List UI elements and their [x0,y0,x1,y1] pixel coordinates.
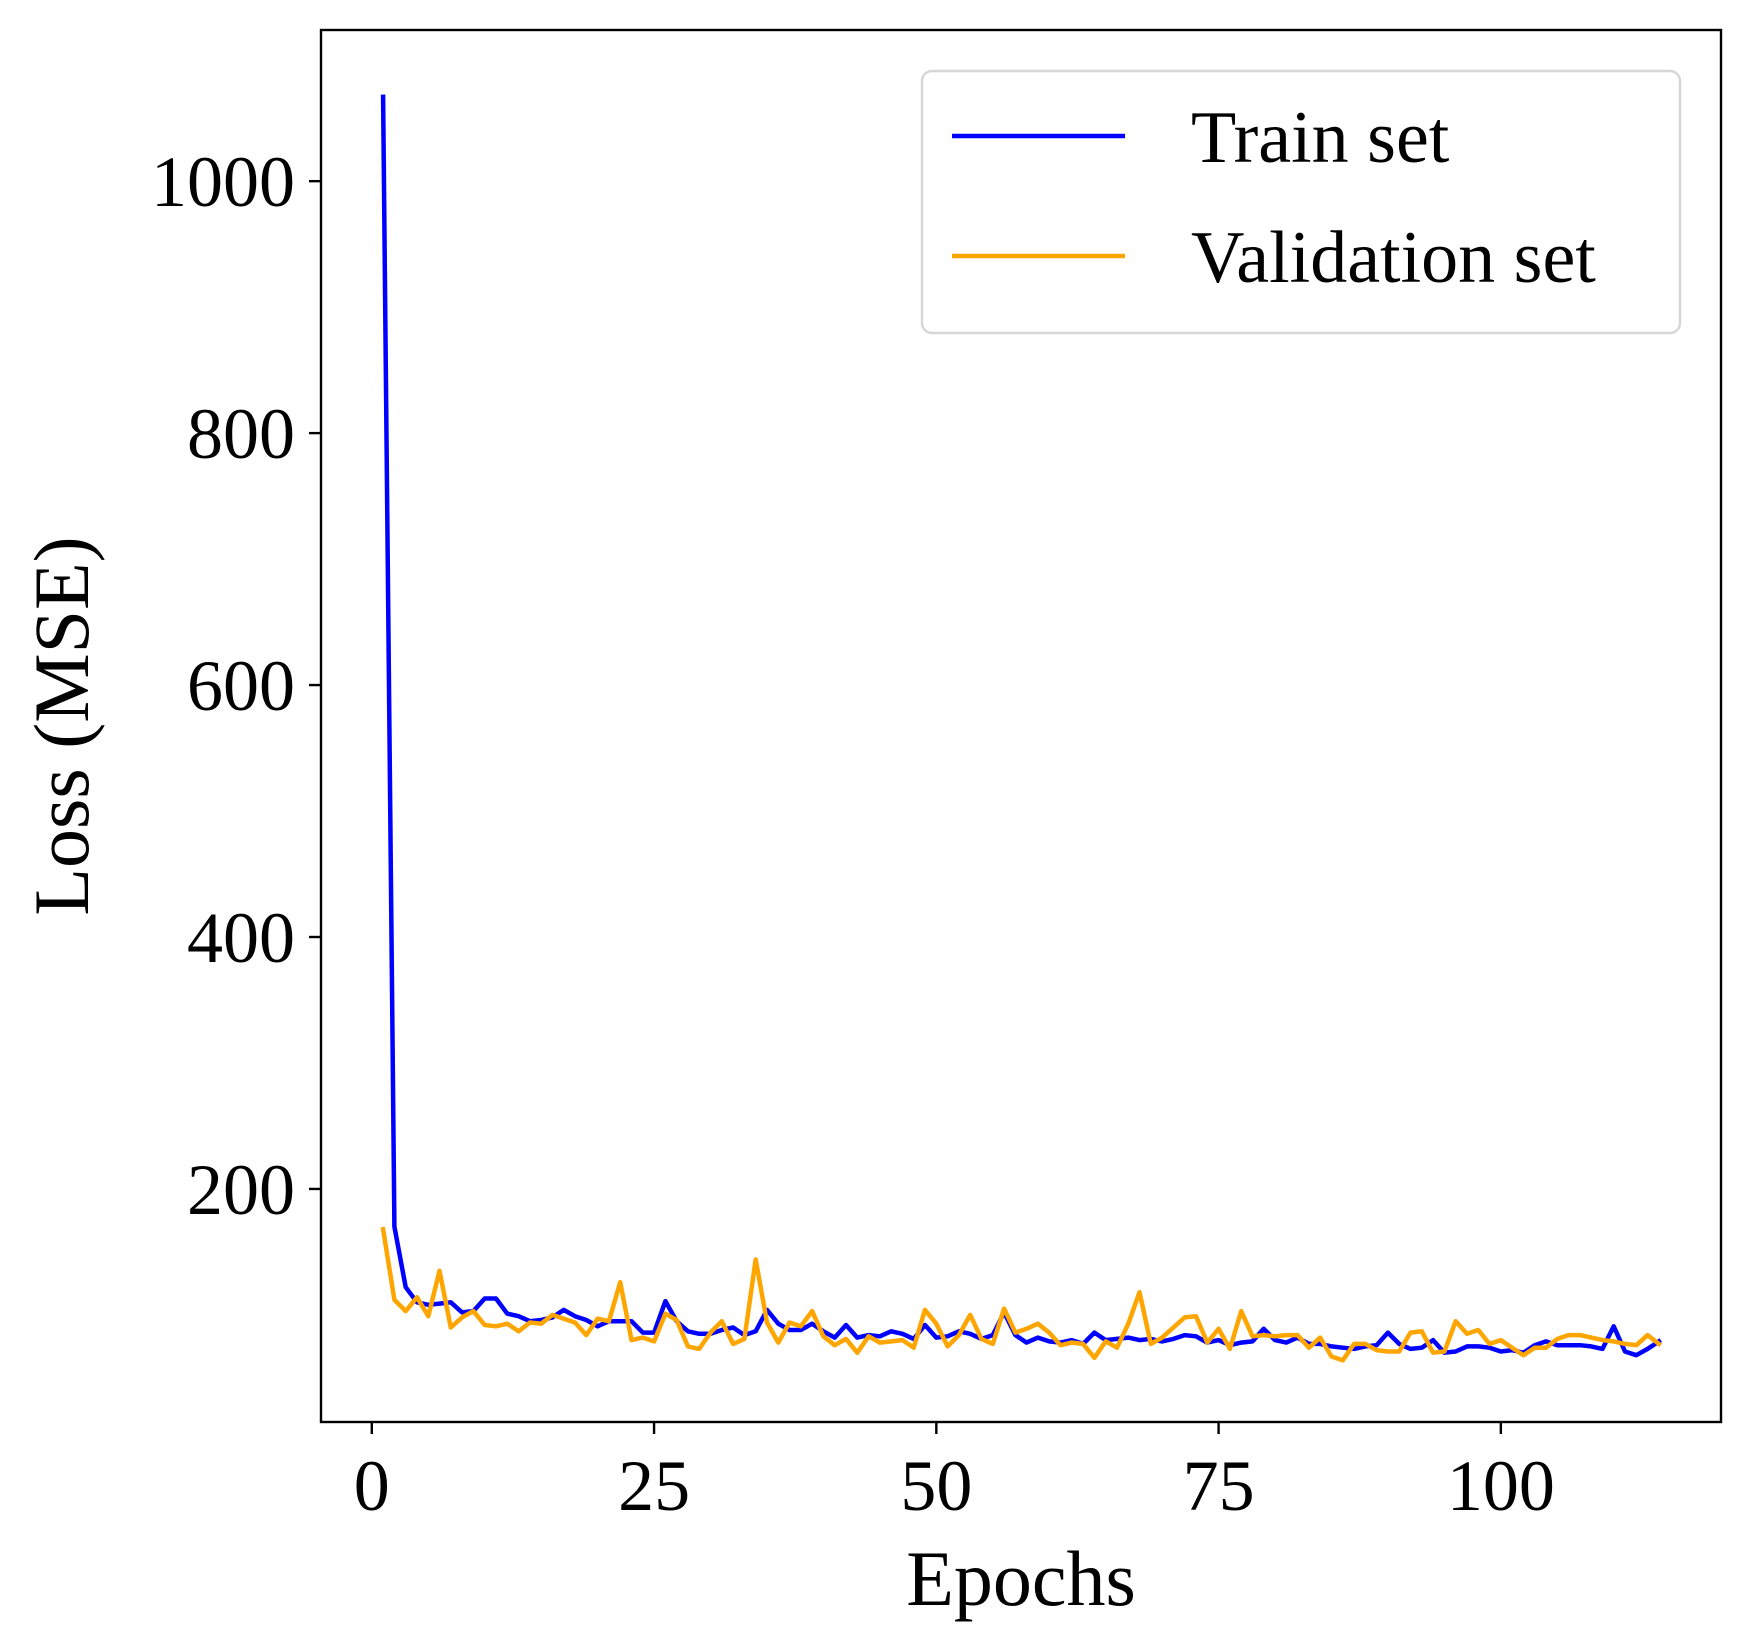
y-tick-label: 400 [187,898,295,978]
series-line-validation-set [380,1226,1663,1363]
x-axis: 0 25 50 75 100 [354,1422,1555,1526]
y-tick-label: 800 [187,394,295,474]
legend-label-train: Train set [1191,97,1450,179]
series-layer [380,94,1663,1363]
y-axis: 200 400 600 800 1000 [151,142,321,1230]
legend-label-validation: Validation set [1191,217,1596,299]
plot-frame [319,28,1723,1424]
x-tick-label: 75 [1183,1446,1255,1526]
y-tick-label: 200 [187,1150,295,1230]
y-tick-label: 1000 [151,142,295,222]
y-tick-label: 600 [187,646,295,726]
x-tick-label: 0 [354,1446,390,1526]
x-tick-label: 50 [900,1446,972,1526]
x-axis-label: Epochs [906,1535,1136,1622]
legend: Train set Validation set [920,69,1682,335]
x-tick-label: 100 [1447,1446,1555,1526]
y-axis-label: Loss (MSE) [18,536,105,915]
x-tick-label: 25 [618,1446,690,1526]
